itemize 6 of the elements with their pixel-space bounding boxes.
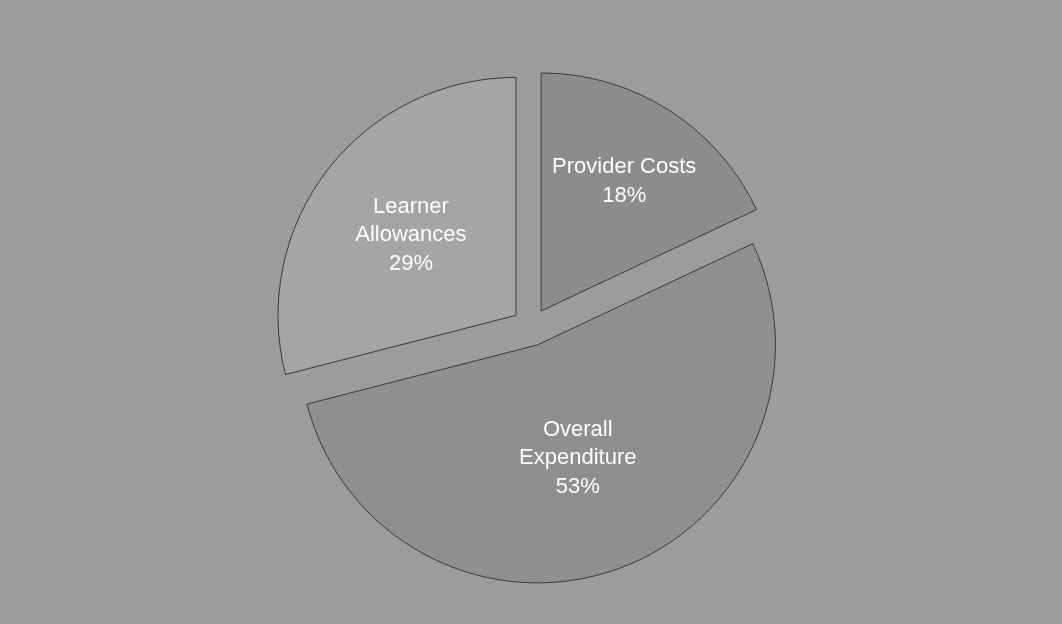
slice-label: Provider Costs (552, 153, 697, 179)
data-label: 18% (602, 181, 647, 207)
data-label: 53% (555, 472, 600, 498)
data-label: 29% (388, 249, 433, 275)
slice-label: Overall Expenditure (519, 415, 637, 470)
slice-label: Learner Allowances (355, 192, 467, 247)
